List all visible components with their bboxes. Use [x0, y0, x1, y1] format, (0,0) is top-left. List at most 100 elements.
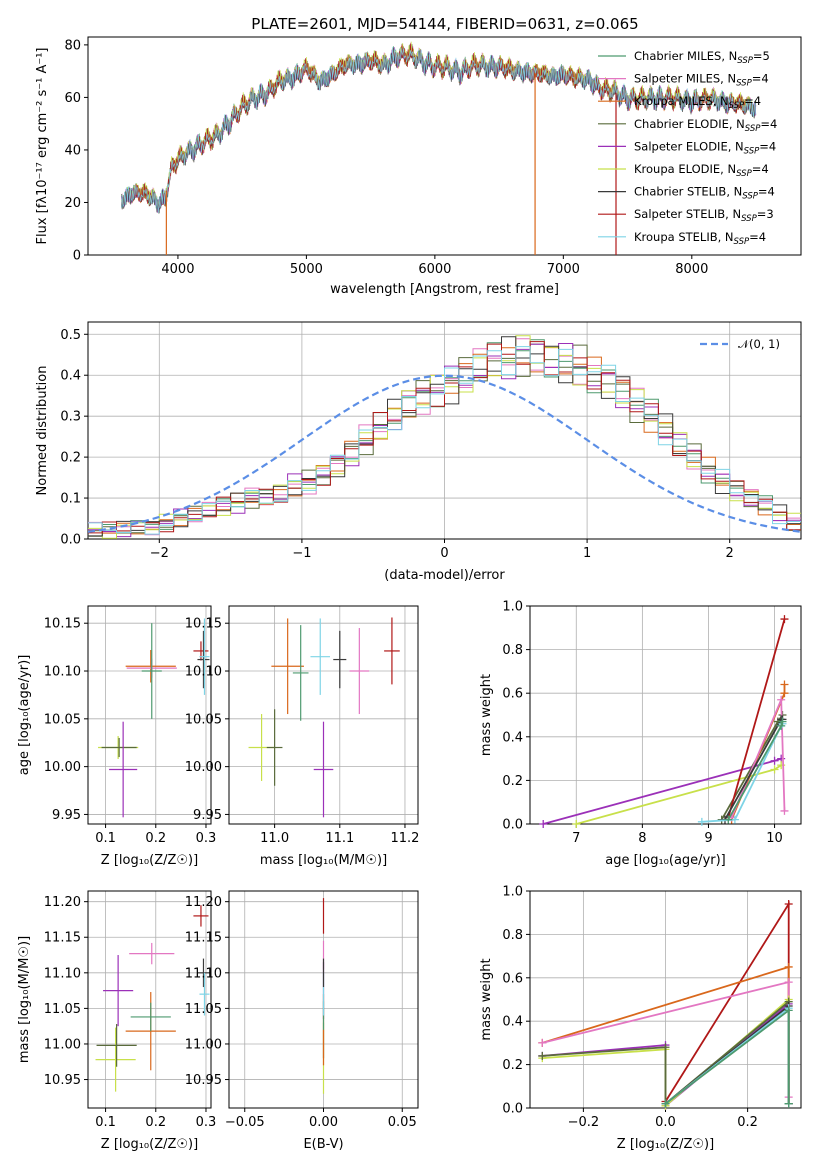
y-tick-label: 11.00 — [44, 1037, 81, 1052]
marker-kroupa_miles — [780, 689, 789, 698]
legend-subscript: SSP — [737, 56, 753, 66]
histogram-salpeter_stelib — [88, 341, 801, 534]
x-axis-label: (data-model)/error — [384, 568, 505, 583]
y-tick-label: 0.8 — [502, 928, 523, 943]
errorbar-chabrier_elodie — [96, 1024, 137, 1067]
legend-subscript: SSP — [736, 79, 752, 89]
x-tick-label: 2 — [726, 546, 734, 561]
errorbar-chabrier_miles — [292, 625, 309, 721]
y-axis-label: Flux [fλ10⁻¹⁷ erg cm⁻² s⁻¹ A⁻¹] — [35, 48, 50, 245]
marker-chabrier_miles — [784, 1006, 793, 1015]
axes-massweight_vs_age: 7 8 9 10 0.0 0.2 0.4 0.6 0.8 1.0 — [502, 600, 802, 846]
y-tick-label: 10.00 — [44, 760, 81, 775]
errorbars-age_vs_Z — [98, 618, 210, 818]
errorbar-chabrier_miles — [130, 1002, 171, 1032]
histogram-kroupa_stelib — [88, 346, 801, 535]
x-tick-label: −1 — [292, 546, 311, 561]
x-tick-label: 0.0 — [655, 1115, 676, 1130]
y-tick-label: 80 — [64, 38, 81, 53]
y-tick-label: 10.00 — [185, 760, 222, 775]
y-tick-label: 0.2 — [502, 774, 523, 789]
legend-subscript: SSP — [744, 146, 760, 156]
errorbar-chabrier_stelib — [197, 630, 210, 689]
errorbars-mass_vs_Z — [95, 905, 210, 1092]
marker-kroupa_stelib — [697, 817, 706, 826]
legend-subscript: SSP — [745, 124, 761, 134]
legend-label: 𝒩(0, 1) — [738, 337, 780, 351]
x-tick-label: 6000 — [418, 262, 451, 277]
x-tick-label: 5000 — [290, 262, 323, 277]
x-axis-label: mass [log₁₀(M/M☉)] — [260, 853, 387, 868]
x-tick-label: 0.05 — [388, 1115, 417, 1130]
x-tick-label: 9 — [704, 831, 712, 846]
y-axis-label: mass [log₁₀(M/M☉)] — [17, 936, 32, 1063]
y-tick-label: 0.2 — [60, 451, 81, 466]
legend-label: Kroupa STELIB, NSSP=4 — [634, 230, 766, 247]
marker-kroupa_miles — [780, 680, 789, 689]
marker-chabrier_miles — [661, 1099, 670, 1108]
marker-chabrier_miles — [784, 1099, 793, 1108]
legend-label: Kroupa ELODIE, NSSP=4 — [634, 162, 769, 179]
errorbar-salpeter_stelib — [193, 641, 209, 661]
x-tick-label: 0.1 — [95, 831, 116, 846]
errorbar-chabrier_miles — [141, 623, 162, 719]
y-axis-label: mass weight — [479, 674, 494, 756]
legend-count: =4 — [758, 185, 775, 199]
spectrum-lines — [121, 41, 757, 255]
lines-massweight_vs_Z — [538, 900, 793, 1110]
y-tick-label: 0.4 — [502, 1015, 523, 1030]
x-axis-label: E(B-V) — [303, 1137, 343, 1152]
legend-label: Chabrier MILES, NSSP=5 — [634, 49, 770, 66]
errorbar-kroupa_stelib — [199, 972, 210, 1016]
axes-mass_vs_ebv: −0.05 0.00 0.05 10.95 11.00 11.05 11.10 11.15 11… — [185, 890, 419, 1130]
legend-subscript: SSP — [742, 192, 758, 202]
marker-chabrier_miles — [777, 721, 786, 730]
axes-frame — [87, 890, 212, 1109]
marker-chabrier_elodie — [538, 1051, 547, 1060]
y-tick-label: 40 — [64, 143, 81, 158]
axes-spectrum: 4000 5000 6000 7000 8000 0 20 40 60 80 — [64, 36, 802, 277]
line-salpeter_elodie — [542, 757, 782, 825]
y-tick-label: 10.95 — [185, 1073, 222, 1088]
y-tick-label: 10.05 — [44, 712, 81, 727]
legend-count: =4 — [744, 94, 761, 108]
spectrum-line-kroupa_stelib — [121, 46, 757, 214]
x-tick-label: 11.1 — [325, 831, 354, 846]
y-tick-label: 10.15 — [185, 617, 222, 632]
errorbar-salpeter_stelib — [193, 905, 209, 927]
errorbar-chabrier_elodie — [266, 709, 283, 786]
y-tick-label: 1.0 — [502, 885, 523, 900]
legend-label: Chabrier ELODIE, NSSP=4 — [634, 117, 777, 134]
axes-frame — [228, 605, 419, 825]
x-tick-label: 1 — [583, 546, 591, 561]
y-tick-label: 0.4 — [60, 369, 81, 384]
marker-chabrier_miles — [724, 815, 733, 824]
y-tick-label: 11.10 — [185, 966, 222, 981]
figure-title: PLATE=2601, MJD=54144, FIBERID=0631, z=0… — [251, 15, 638, 33]
marker-salpeter_miles — [538, 1038, 547, 1047]
legend-subscript: SSP — [729, 101, 745, 111]
errorbar-chabrier_stelib — [197, 958, 210, 988]
y-tick-label: 0 — [73, 249, 81, 264]
y-tick-label: 0.0 — [60, 533, 81, 548]
y-tick-label: 0.8 — [502, 643, 523, 658]
legend-subscript: SSP — [736, 169, 752, 179]
errorbar-chabrier_stelib — [333, 630, 347, 689]
y-axis-label: Normed distribution — [35, 366, 50, 496]
axes-frame — [87, 605, 212, 825]
x-tick-label: −0.2 — [568, 1115, 600, 1130]
spectrum-legend: Chabrier MILES, NSSP=5 Salpeter MILES, NS… — [598, 49, 777, 247]
marker-chabrier_elodie — [661, 1043, 670, 1052]
marker-salpeter_stelib — [784, 900, 793, 909]
marker-kroupa_miles — [784, 962, 793, 971]
y-axis-label: age [log₁₀(age/yr)] — [17, 655, 32, 776]
y-tick-label: 11.15 — [44, 931, 81, 946]
x-tick-label: 0.3 — [196, 831, 217, 846]
y-tick-label: 11.05 — [185, 1002, 222, 1017]
x-tick-label: 8000 — [675, 262, 708, 277]
errorbar-chabrier_elodie — [101, 737, 137, 758]
legend-count: =3 — [757, 207, 774, 221]
x-tick-label: 0 — [440, 546, 448, 561]
x-tick-label: −2 — [150, 546, 169, 561]
y-tick-label: 11.20 — [185, 895, 222, 910]
